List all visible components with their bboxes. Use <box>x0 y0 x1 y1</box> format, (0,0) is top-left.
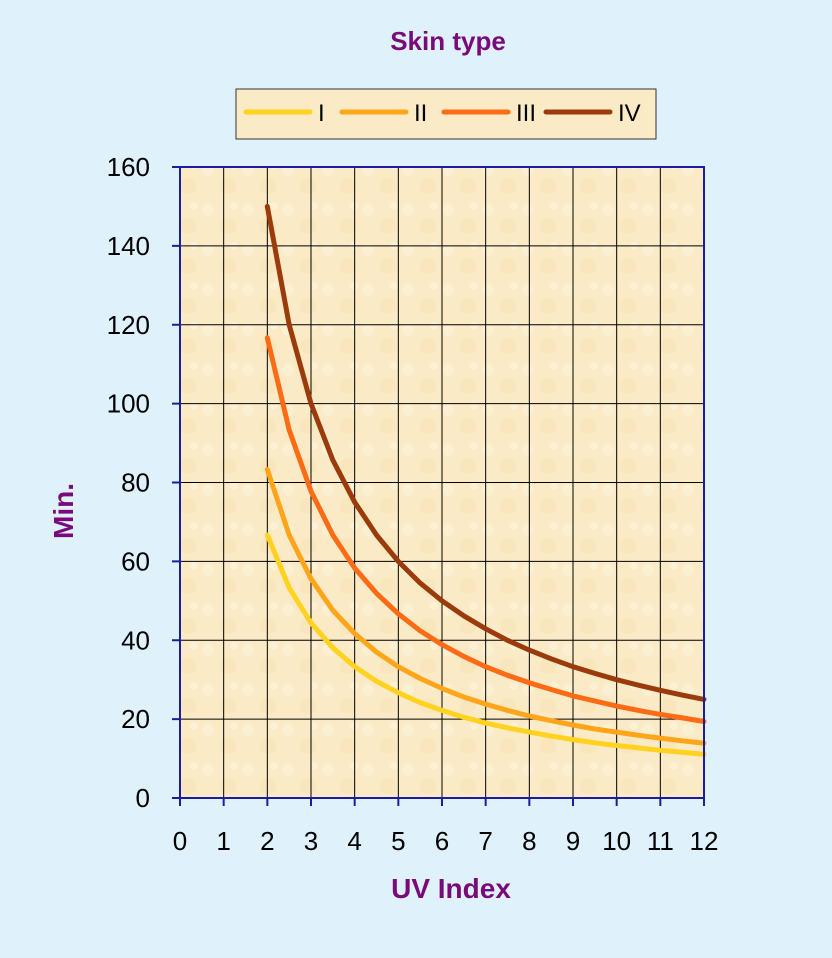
legend-label-2: II <box>414 100 427 127</box>
y-tick-label: 120 <box>107 310 150 340</box>
x-tick-label: 11 <box>647 826 674 856</box>
y-tick-label: 20 <box>121 704 150 734</box>
x-tick-label: 1 <box>216 826 230 856</box>
chart-title: Skin type <box>390 26 506 56</box>
y-tick-label: 40 <box>121 625 150 655</box>
legend-label-1: I <box>318 100 325 127</box>
x-tick-label: 5 <box>391 826 405 856</box>
x-tick-label: 2 <box>260 826 274 856</box>
x-tick-label: 9 <box>566 826 580 856</box>
y-tick-label: 80 <box>121 468 150 498</box>
legend: I II III IV <box>235 88 657 140</box>
x-tick-label: 6 <box>435 826 449 856</box>
y-axis-label: Min. <box>48 483 79 539</box>
series-line-1 <box>264 532 707 757</box>
y-tick-label: 60 <box>121 546 150 576</box>
series-line-2 <box>264 467 707 746</box>
y-tick-label: 100 <box>107 389 150 419</box>
series-line-4 <box>264 203 707 702</box>
x-tick-label: 8 <box>522 826 536 856</box>
x-tick-label: 4 <box>347 826 361 856</box>
legend-label-4: IV <box>618 100 641 127</box>
y-tick-label: 0 <box>136 783 150 813</box>
legend-label-3: III <box>516 100 536 127</box>
x-tick-label: 0 <box>173 826 187 856</box>
x-tick-label: 10 <box>602 826 631 856</box>
axes <box>172 166 705 806</box>
y-tick-label: 160 <box>107 152 150 182</box>
x-axis-label: UV Index <box>391 873 511 904</box>
x-tick-label: 3 <box>304 826 318 856</box>
y-tick-label: 140 <box>107 231 150 261</box>
x-tick-label: 12 <box>690 826 719 856</box>
y-tick-labels: 0 20 40 60 80 100 120 140 160 <box>107 152 150 813</box>
series-group <box>264 203 707 757</box>
x-tick-label: 7 <box>478 826 492 856</box>
x-tick-labels: 0 1 2 3 4 5 6 7 8 9 10 11 12 <box>173 826 719 856</box>
series-line-3 <box>264 335 707 724</box>
